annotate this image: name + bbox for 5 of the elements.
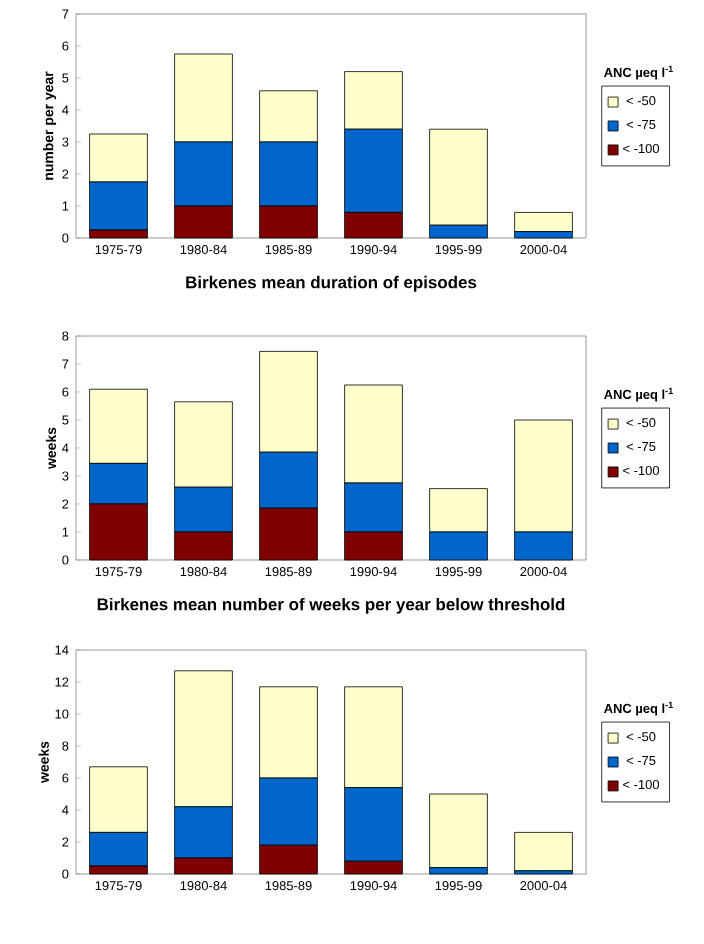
bar (514, 832, 573, 872)
bar (429, 793, 488, 868)
bar (514, 211, 573, 232)
x-axis-title: Birkenes mean number of weeks per year below threshold (97, 597, 565, 614)
x-axis-title: Birkenes mean duration of episodes (186, 275, 477, 292)
